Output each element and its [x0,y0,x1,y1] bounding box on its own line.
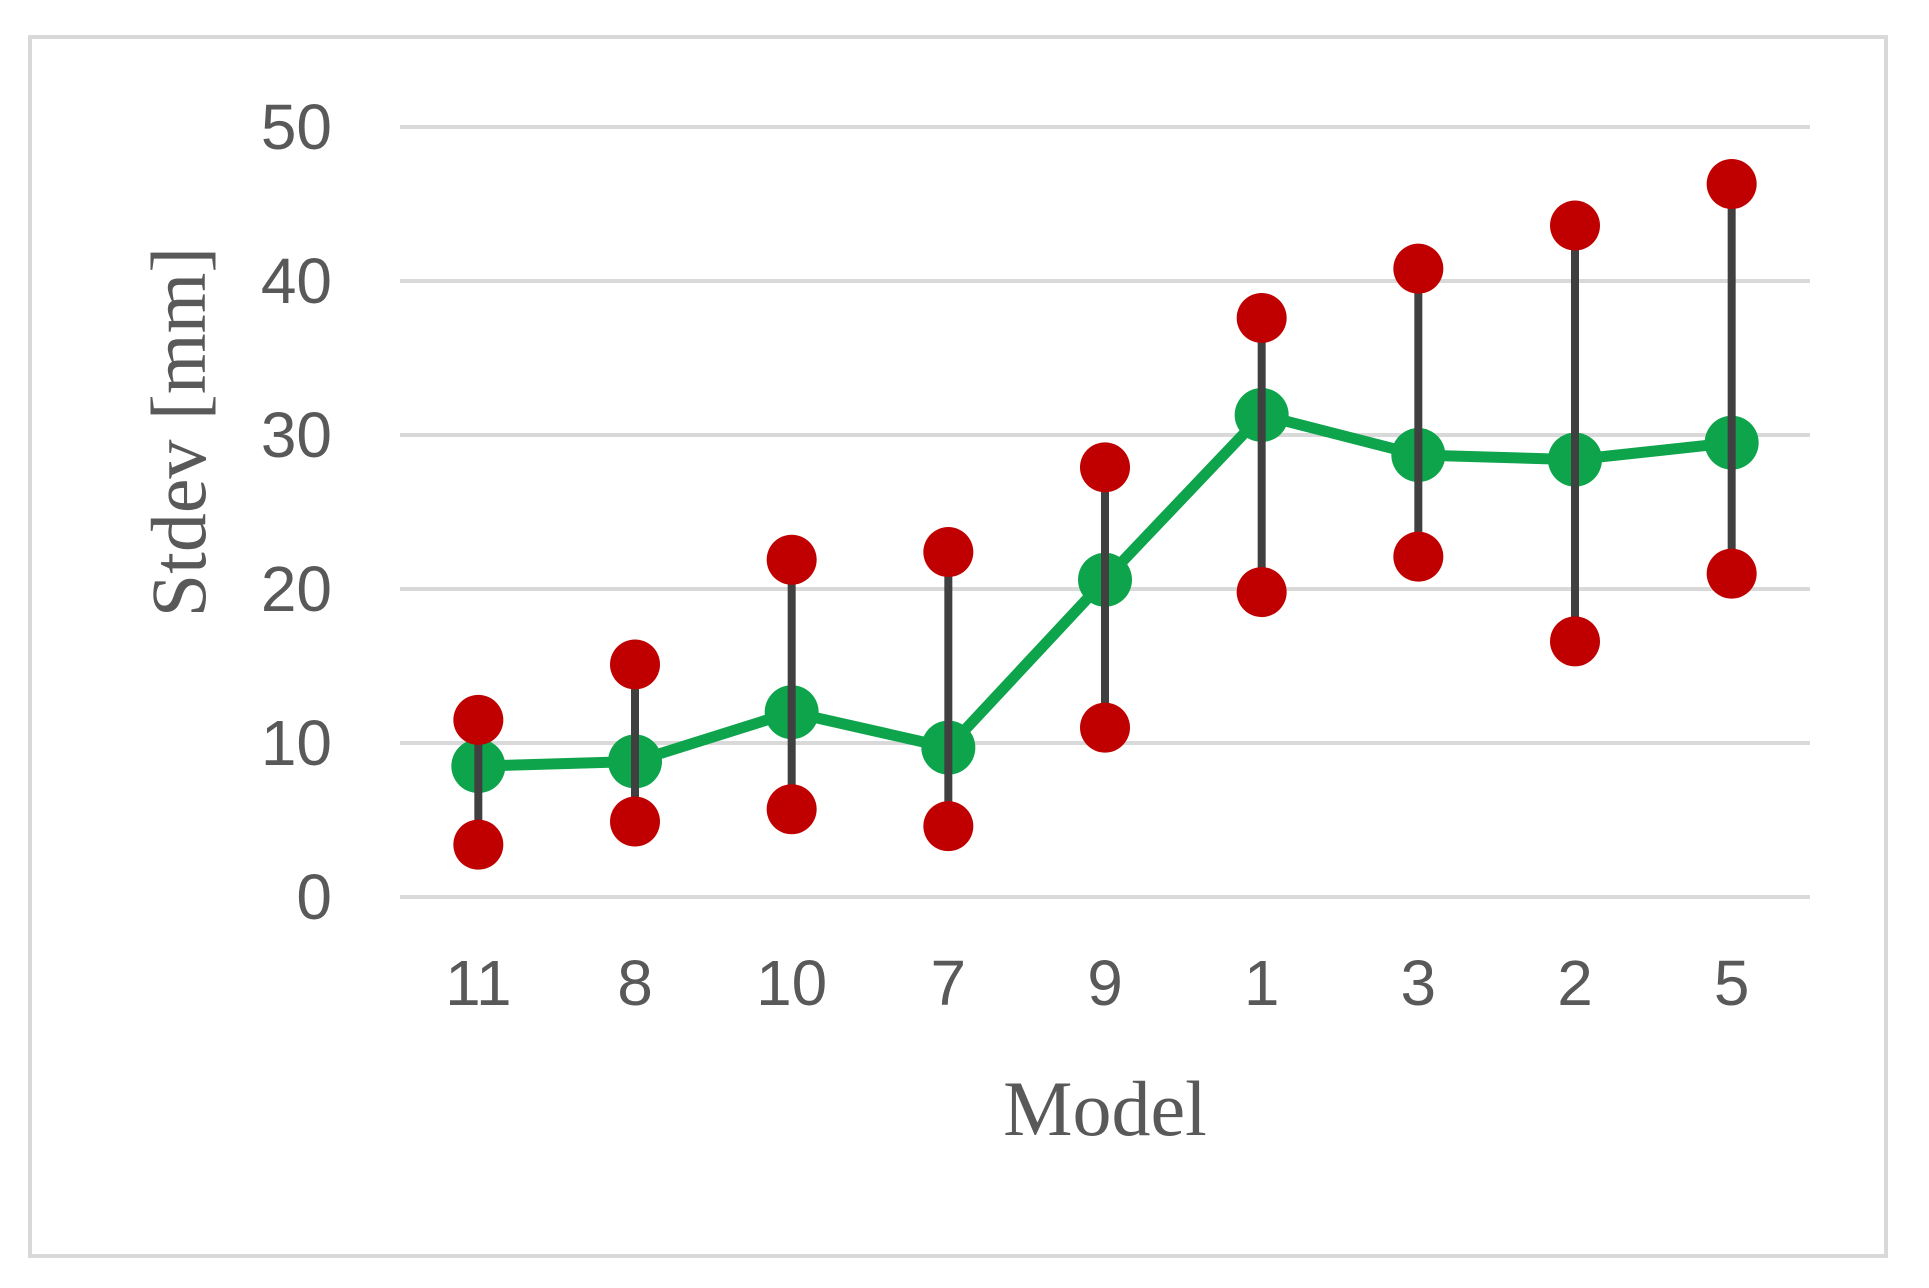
x-axis-tick-labels: 11 8 10 7 9 1 3 2 5 [445,947,1749,1019]
high-dot [1706,158,1757,209]
low-dot [766,784,817,835]
y-tick-label: 30 [261,399,332,471]
x-tick-label: 9 [1087,947,1123,1019]
high-dot [766,534,817,585]
low-dot [1706,548,1757,599]
y-tick-label: 40 [261,245,332,317]
x-tick-label: 5 [1714,947,1750,1019]
low-dot [1236,567,1287,618]
high-dot [1080,442,1130,493]
x-axis-title: Model [1003,1065,1207,1152]
low-dot [1550,616,1600,667]
x-tick-label: 1 [1244,947,1280,1019]
x-tick-label: 11 [445,947,511,1019]
high-dot [453,694,504,745]
high-dot [1550,200,1600,251]
high-dot [610,639,660,690]
y-tick-label: 10 [261,707,332,779]
x-tick-label: 8 [617,947,653,1019]
high-dot [1236,292,1287,343]
y-tick-label: 20 [261,553,332,625]
y-axis-title: Stdev [mm] [135,247,222,617]
x-tick-label: 3 [1401,947,1437,1019]
x-tick-label: 7 [931,947,967,1019]
low-dot [453,819,504,870]
series-marks [451,158,1759,870]
low-dot [1080,702,1130,753]
high-dot [1393,243,1444,294]
x-tick-label: 2 [1557,947,1593,1019]
low-dot [1393,531,1444,582]
x-tick-label: 10 [756,947,827,1019]
y-tick-label: 0 [296,861,332,933]
y-axis-tick-labels: 0 10 20 30 40 50 [261,91,332,933]
high-dot [923,527,974,578]
y-tick-label: 50 [261,91,332,163]
low-dot [610,796,660,847]
low-dot [923,801,974,852]
